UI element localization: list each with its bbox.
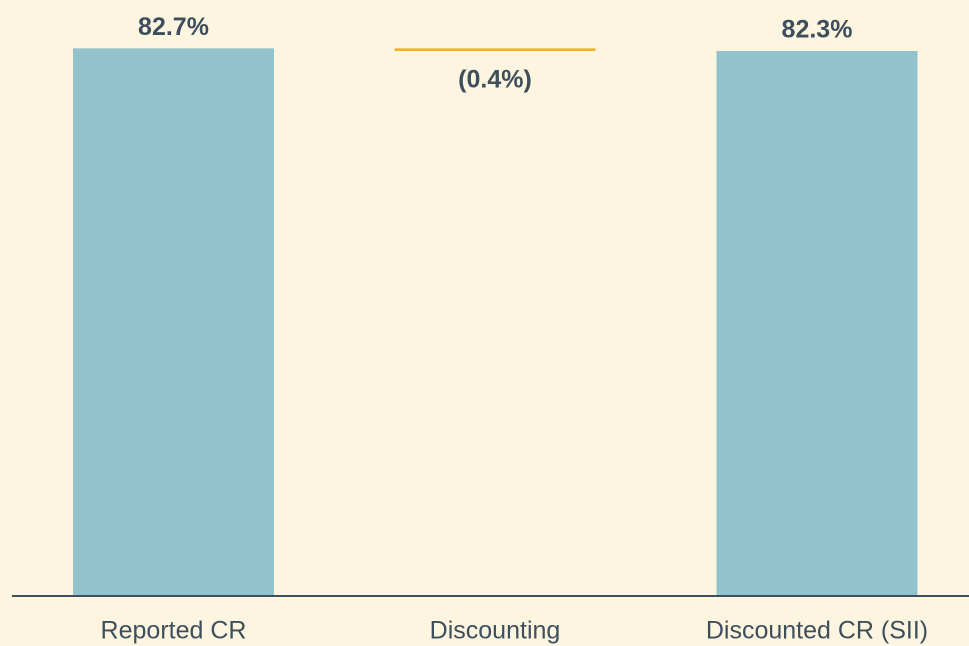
x-tick-label: Discounted CR (SII) — [706, 617, 928, 645]
x-tick-label: Reported CR — [101, 617, 247, 645]
value-label: 82.7% — [138, 13, 209, 41]
bar — [716, 50, 918, 597]
bar — [73, 48, 274, 596]
value-label: (0.4%) — [458, 66, 532, 94]
x-tick-label: Discounting — [430, 617, 561, 645]
bar — [394, 48, 596, 51]
value-label: 82.3% — [782, 16, 853, 44]
